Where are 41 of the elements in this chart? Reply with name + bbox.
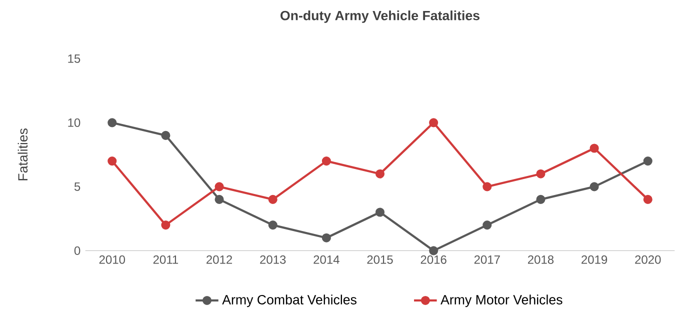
point — [108, 118, 117, 128]
y-tick-label: 5 — [74, 182, 80, 191]
point — [643, 194, 652, 204]
x-tick-label: 2017 — [474, 255, 500, 264]
point — [590, 182, 599, 192]
x-tick-label: 2016 — [420, 255, 446, 264]
y-tick-label: 15 — [68, 54, 80, 63]
x-tick-label: 2015 — [367, 255, 393, 264]
legend-label: Army Combat Vehicles — [222, 294, 356, 308]
point — [429, 118, 438, 128]
point — [590, 144, 599, 153]
y-tick-label: 0 — [74, 246, 80, 255]
x-tick-label: 2014 — [314, 255, 340, 264]
point — [161, 130, 170, 140]
point — [268, 194, 278, 204]
x-tick-label: 2010 — [99, 255, 126, 264]
point — [482, 220, 492, 230]
point — [214, 194, 224, 204]
x-tick-label: 2019 — [582, 255, 608, 264]
point — [322, 233, 331, 242]
x-tick-label: 2012 — [206, 255, 232, 264]
y-tick-label: 10 — [68, 118, 80, 127]
point — [375, 208, 385, 217]
x-tick-label: 2020 — [635, 255, 661, 264]
point — [375, 169, 385, 178]
point — [643, 156, 652, 166]
point — [268, 220, 278, 230]
y-axis-title: Fatalities — [18, 128, 28, 180]
x-tick-label: 2011 — [153, 255, 178, 264]
legend-label: Army Motor Vehicles — [440, 294, 562, 308]
x-tick-label: 2018 — [528, 255, 554, 264]
point — [161, 220, 170, 230]
point — [108, 156, 117, 166]
chart-title: On-duty Army Vehicle Fatalities — [280, 10, 480, 23]
point — [429, 246, 438, 256]
x-tick-label: 2013 — [260, 255, 286, 264]
point — [322, 156, 331, 166]
point — [482, 182, 492, 192]
point — [214, 182, 224, 192]
point — [536, 194, 546, 204]
point — [536, 169, 546, 178]
